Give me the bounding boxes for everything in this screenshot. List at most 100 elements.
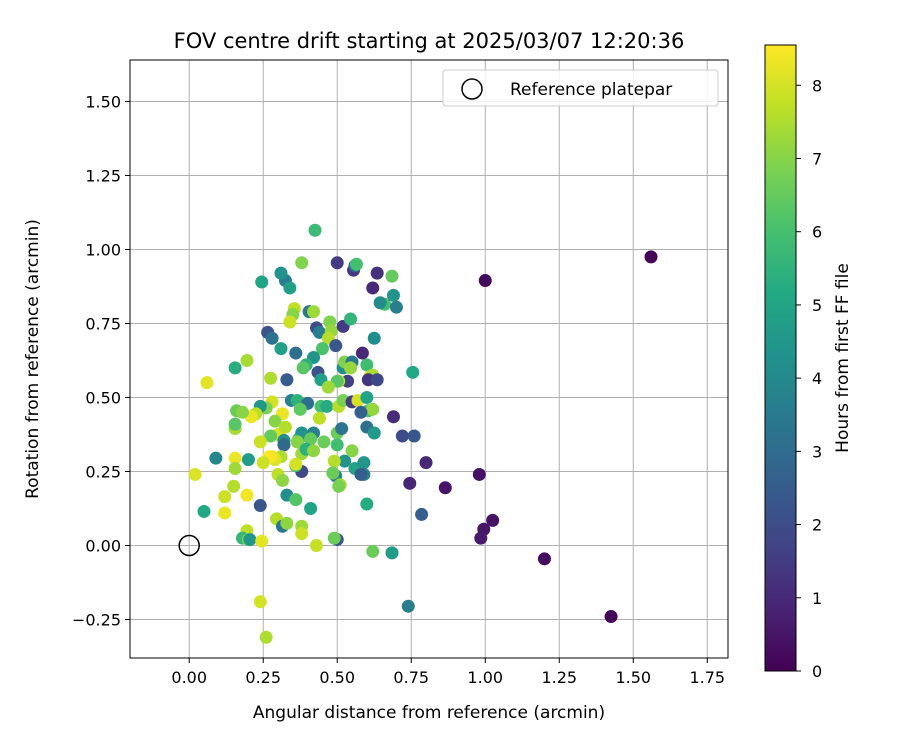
colorbar-tick-label: 7 bbox=[812, 149, 822, 168]
data-point bbox=[317, 435, 331, 449]
data-point bbox=[264, 429, 278, 443]
data-point bbox=[355, 346, 369, 360]
data-point bbox=[264, 371, 278, 385]
y-tick-label: 0.25 bbox=[85, 462, 121, 481]
y-tick-label: 1.25 bbox=[85, 166, 121, 185]
x-tick-label: 0.25 bbox=[245, 668, 281, 687]
x-tick-label: 0.75 bbox=[393, 668, 429, 687]
x-tick-label: 1.50 bbox=[615, 668, 651, 687]
data-point bbox=[438, 481, 452, 495]
data-point bbox=[415, 507, 429, 521]
data-point bbox=[255, 534, 269, 548]
data-point bbox=[295, 527, 309, 541]
data-point bbox=[370, 266, 384, 280]
data-point bbox=[209, 451, 223, 465]
data-point bbox=[289, 346, 303, 360]
data-point bbox=[360, 390, 374, 404]
data-point bbox=[188, 467, 202, 481]
y-tick-label: 0.75 bbox=[85, 314, 121, 333]
x-axis-ticks: 0.00 0.25 0.50 0.75 1.00 1.25 1.50 1.75 bbox=[171, 658, 725, 687]
data-point bbox=[235, 405, 249, 419]
colorbar-tick-label: 4 bbox=[812, 369, 822, 388]
data-point bbox=[274, 266, 288, 280]
data-point bbox=[228, 451, 242, 465]
plot-area bbox=[129, 59, 729, 659]
data-point bbox=[240, 488, 254, 502]
data-point bbox=[385, 269, 399, 283]
data-point bbox=[472, 467, 486, 481]
data-point bbox=[330, 256, 344, 270]
data-point bbox=[253, 499, 267, 513]
data-point bbox=[604, 610, 618, 624]
data-point bbox=[330, 438, 344, 452]
data-point bbox=[295, 256, 309, 270]
data-point bbox=[200, 376, 214, 390]
data-point bbox=[401, 599, 415, 613]
data-point bbox=[321, 380, 335, 394]
data-point bbox=[228, 361, 242, 375]
y-tick-label: 0.00 bbox=[85, 537, 121, 556]
data-point bbox=[338, 454, 352, 468]
data-point bbox=[354, 405, 368, 419]
y-axis-ticks: −0.25 0.00 0.25 0.50 0.75 1.00 1.25 1.50 bbox=[72, 92, 130, 630]
colorbar-label: Hours from first FF file bbox=[833, 263, 853, 453]
data-point bbox=[265, 331, 279, 345]
data-point bbox=[329, 339, 343, 353]
data-point bbox=[327, 531, 341, 545]
data-point bbox=[389, 300, 403, 314]
data-point bbox=[360, 497, 374, 511]
data-point bbox=[308, 223, 322, 237]
data-point bbox=[344, 312, 358, 326]
data-point bbox=[366, 402, 380, 416]
data-point bbox=[644, 250, 658, 264]
data-point bbox=[240, 353, 254, 367]
data-point bbox=[197, 504, 211, 518]
data-point bbox=[366, 544, 380, 558]
data-point bbox=[315, 342, 329, 356]
data-point bbox=[278, 420, 292, 434]
data-point bbox=[241, 453, 255, 467]
x-tick-label: 1.25 bbox=[541, 668, 577, 687]
data-point bbox=[283, 315, 297, 329]
data-point bbox=[395, 429, 409, 443]
colorbar-tick-label: 3 bbox=[812, 442, 822, 461]
chart-title: FOV centre drift starting at 2025/03/07 … bbox=[174, 29, 685, 53]
data-point bbox=[259, 630, 273, 644]
data-point bbox=[256, 456, 270, 470]
grid-lines bbox=[130, 60, 728, 658]
colorbar-tick-label: 5 bbox=[812, 296, 822, 315]
colorbar-tick-label: 8 bbox=[812, 76, 822, 95]
y-tick-label: −0.25 bbox=[72, 611, 121, 630]
data-point bbox=[283, 281, 297, 295]
data-point bbox=[326, 466, 340, 480]
data-point bbox=[304, 502, 318, 515]
data-point bbox=[253, 435, 267, 449]
data-point bbox=[349, 257, 363, 271]
data-point bbox=[407, 429, 421, 443]
data-point bbox=[310, 539, 324, 553]
data-point bbox=[227, 479, 241, 493]
colorbar-ticks: 0 1 2 3 4 5 6 7 8 bbox=[796, 76, 822, 681]
data-point bbox=[386, 410, 400, 424]
data-point bbox=[419, 456, 433, 470]
x-tick-label: 0.50 bbox=[319, 668, 355, 687]
data-point bbox=[255, 275, 269, 289]
reference-platepar-marker bbox=[178, 534, 200, 557]
data-point bbox=[403, 476, 417, 490]
data-point bbox=[312, 411, 326, 425]
colorbar-tick-label: 1 bbox=[812, 589, 822, 608]
data-point bbox=[296, 361, 310, 375]
data-point bbox=[385, 546, 399, 560]
data-point bbox=[335, 422, 349, 436]
y-tick-label: 0.50 bbox=[85, 388, 121, 407]
legend: Reference platepar bbox=[442, 69, 719, 107]
data-point bbox=[228, 462, 242, 476]
data-point bbox=[366, 281, 380, 295]
y-tick-label: 1.00 bbox=[85, 240, 121, 259]
data-point bbox=[228, 417, 242, 431]
colorbar: 0 1 2 3 4 5 6 7 8 Hours from first FF file bbox=[764, 44, 853, 681]
data-point bbox=[327, 454, 341, 468]
data-point bbox=[478, 274, 492, 288]
data-point bbox=[243, 533, 257, 547]
